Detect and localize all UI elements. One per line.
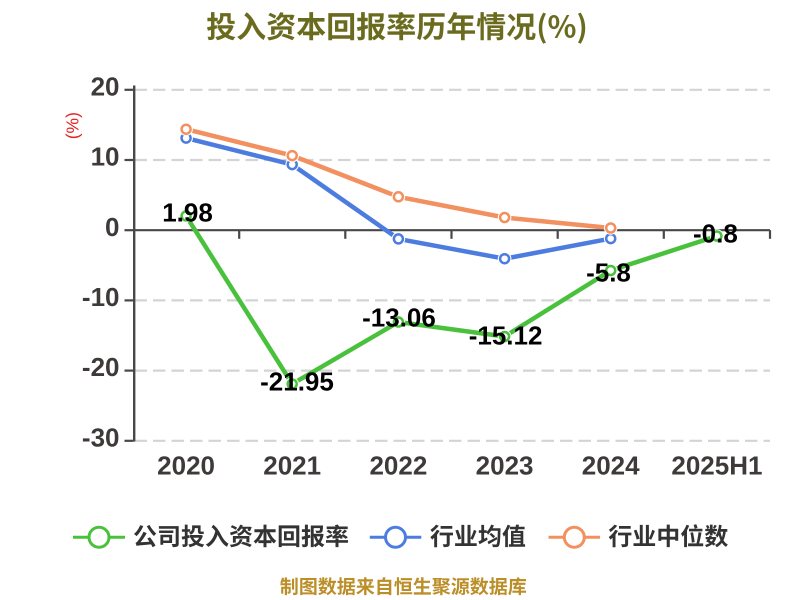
svg-text:-13.06: -13.06 <box>362 303 436 333</box>
svg-text:2023: 2023 <box>476 450 534 480</box>
svg-text:-10: -10 <box>82 282 120 312</box>
svg-text:-20: -20 <box>82 352 120 382</box>
svg-text:2020: 2020 <box>157 450 215 480</box>
svg-text:-15.12: -15.12 <box>469 320 543 350</box>
svg-text:-30: -30 <box>82 422 120 452</box>
svg-text:2024: 2024 <box>582 450 640 480</box>
svg-text:10: 10 <box>91 142 120 172</box>
svg-text:0: 0 <box>105 212 119 242</box>
svg-text:1.98: 1.98 <box>162 198 213 228</box>
svg-text:-0.8: -0.8 <box>693 219 738 249</box>
svg-text:2021: 2021 <box>263 450 321 480</box>
svg-text:2025H1: 2025H1 <box>671 450 762 480</box>
svg-text:-5.8: -5.8 <box>586 257 631 287</box>
svg-text:20: 20 <box>91 71 120 101</box>
svg-text:2022: 2022 <box>369 450 427 480</box>
svg-text:-21.95: -21.95 <box>260 366 334 396</box>
svg-text:(%): (%) <box>63 112 83 139</box>
